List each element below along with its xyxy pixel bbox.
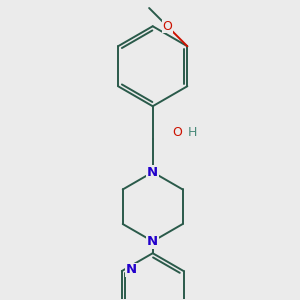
Text: H: H bbox=[187, 126, 197, 139]
Text: N: N bbox=[147, 166, 158, 179]
Text: O: O bbox=[172, 126, 182, 139]
Text: N: N bbox=[147, 235, 158, 248]
Text: O: O bbox=[163, 20, 172, 33]
Text: N: N bbox=[126, 263, 137, 277]
